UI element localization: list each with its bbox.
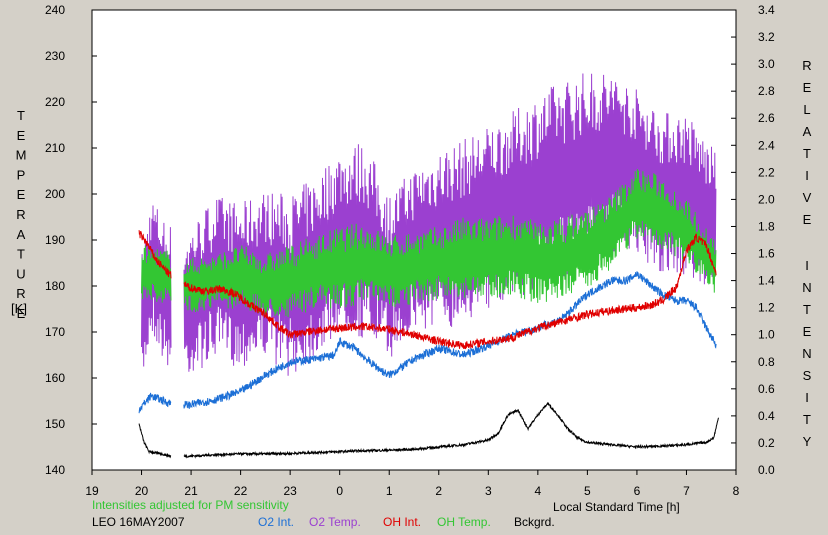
right-tick-label: 2.0 [758, 192, 775, 206]
right-title-letter: I [805, 168, 809, 183]
left-tick-label: 160 [45, 371, 65, 385]
right-title-letter: V [803, 190, 812, 205]
left-title-letter: R [16, 286, 25, 301]
series-o2-int [138, 271, 717, 414]
right-tick-label: 3.4 [758, 3, 775, 17]
right-tick-label: 0.4 [758, 409, 775, 423]
legend-o2-int: O2 Int. [258, 515, 295, 529]
legend-oh-temp: OH Temp. [437, 515, 491, 529]
left-title-letter: E [17, 187, 26, 202]
right-title-letter: S [803, 368, 812, 383]
right-tick-label: 1.6 [758, 247, 775, 261]
right-tick-label: 1.8 [758, 219, 775, 233]
right-title-letter: I [805, 390, 809, 405]
legend-o2-temp: O2 Temp. [309, 515, 361, 529]
right-tick-label: 0.2 [758, 436, 775, 450]
series-oh-int [138, 230, 717, 350]
right-tick-label: 1.2 [758, 301, 775, 315]
left-title-letter: M [16, 148, 27, 163]
x-axis-label: Local Standard Time [h] [553, 500, 680, 514]
left-tick-label: 210 [45, 141, 65, 155]
left-title-letter: T [17, 247, 25, 262]
x-tick-label: 3 [485, 484, 492, 498]
right-tick-label: 2.8 [758, 84, 775, 98]
right-tick-label: 0.0 [758, 463, 775, 477]
x-tick-label: 2 [435, 484, 442, 498]
left-axis: 140 150 160 170 180 190 200 210 220 230 240 [45, 3, 97, 477]
x-tick-label: 21 [184, 484, 198, 498]
left-tick-label: 220 [45, 95, 65, 109]
x-axis: 19 20 21 22 23 0 1 2 3 4 5 6 7 8 [85, 470, 740, 498]
right-title-letter: T [803, 412, 811, 427]
right-tick-label: 1.4 [758, 274, 775, 288]
right-tick-label: 3.0 [758, 57, 775, 71]
right-tick-label: 2.6 [758, 111, 775, 125]
x-tick-label: 7 [683, 484, 690, 498]
left-tick-label: 230 [45, 49, 65, 63]
left-axis-unit: [K] [11, 301, 27, 316]
left-tick-label: 190 [45, 233, 65, 247]
series-bckgrd [138, 401, 719, 459]
right-axis: 0.0 0.2 0.4 0.6 0.8 1.0 1.2 1.4 1.6 1.8 2.0 2.2 2.4 2… [731, 3, 775, 477]
series-oh-temp [141, 169, 717, 318]
left-title-letter: P [17, 167, 26, 182]
left-tick-label: 200 [45, 187, 65, 201]
x-tick-label: 4 [535, 484, 542, 498]
right-title-letter: N [802, 346, 811, 361]
right-tick-label: 0.8 [758, 355, 775, 369]
right-tick-label: 1.0 [758, 328, 775, 342]
left-tick-label: 180 [45, 279, 65, 293]
left-title-letter: T [17, 108, 25, 123]
x-tick-label: 6 [634, 484, 641, 498]
x-tick-label: 22 [234, 484, 248, 498]
left-tick-label: 240 [45, 3, 65, 17]
right-title-letter: E [803, 324, 812, 339]
right-title-letter: E [803, 212, 812, 227]
right-tick-label: 2.2 [758, 165, 775, 179]
sensitivity-note: Intensities adjusted for PM sensitivity [92, 498, 289, 512]
right-title-letter: N [802, 280, 811, 295]
right-tick-label: 0.6 [758, 382, 775, 396]
left-title-letter: E [17, 306, 26, 321]
right-tick-label: 2.4 [758, 138, 775, 152]
right-title-letter: T [803, 146, 811, 161]
left-title-letter: R [16, 207, 25, 222]
right-title-letter: R [802, 58, 811, 73]
right-title-letter: L [803, 102, 810, 117]
series-layer [138, 73, 719, 459]
x-tick-label: 8 [733, 484, 740, 498]
x-tick-label: 5 [584, 484, 591, 498]
right-title-letter: Y [803, 434, 812, 449]
right-title-letter: A [803, 124, 812, 139]
left-tick-label: 140 [45, 463, 65, 477]
left-title-letter: U [16, 266, 25, 281]
station-label: LEO 16MAY2007 [92, 515, 185, 529]
right-title-letter: I [805, 258, 809, 273]
left-title-letter: E [17, 128, 26, 143]
left-title-letter: A [17, 227, 26, 242]
right-title-letter: T [803, 302, 811, 317]
left-tick-label: 150 [45, 417, 65, 431]
legend-background: Bckgrd. [514, 515, 555, 529]
legend-oh-int: OH Int. [383, 515, 422, 529]
x-tick-label: 19 [85, 484, 99, 498]
x-tick-label: 1 [386, 484, 393, 498]
left-tick-label: 170 [45, 325, 65, 339]
right-title-letter: E [803, 80, 812, 95]
x-tick-label: 20 [135, 484, 149, 498]
right-tick-label: 3.2 [758, 30, 775, 44]
x-tick-label: 0 [336, 484, 343, 498]
x-tick-label: 23 [283, 484, 297, 498]
